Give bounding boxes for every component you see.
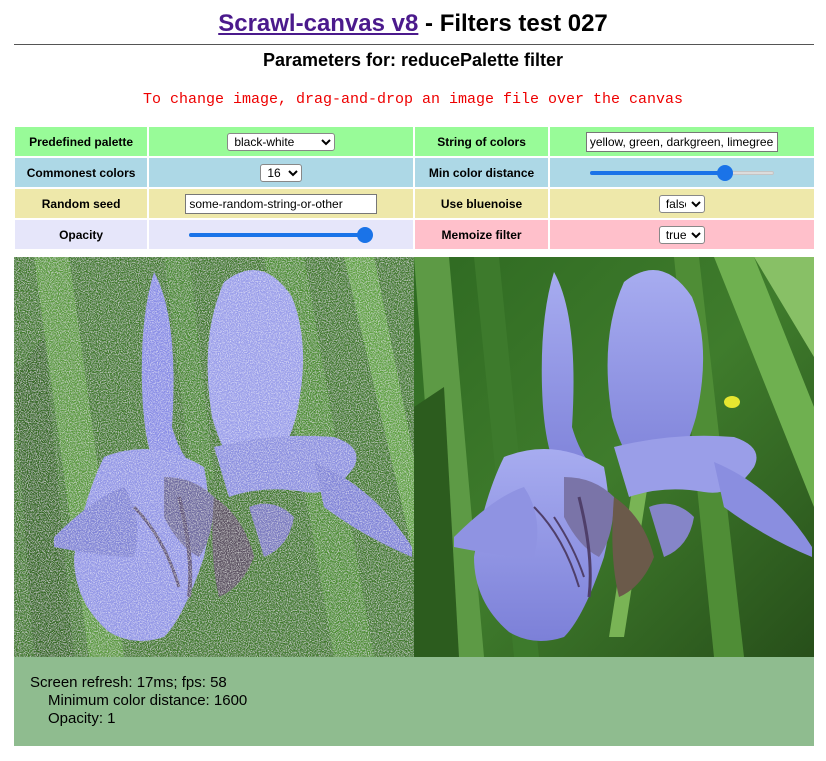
predefined-palette-cell: black-white: [149, 127, 414, 156]
filtered-iris-image: [14, 257, 414, 657]
opacity-label: Opacity: [15, 220, 148, 249]
string-of-colors-input[interactable]: [585, 131, 778, 152]
controls-table: Predefined palette black-white String of…: [13, 125, 816, 251]
memoize-filter-cell: true: [549, 220, 814, 249]
string-of-colors-cell: [549, 127, 814, 156]
controls-row: Opacity Memoize filter true: [15, 220, 814, 249]
memoize-filter-select[interactable]: true: [658, 225, 705, 244]
divider: [14, 44, 814, 45]
string-of-colors-label: String of colors: [415, 127, 548, 156]
random-seed-label: Random seed: [15, 189, 148, 218]
instruction-text: To change image, drag-and-drop an image …: [142, 91, 684, 108]
page-subtitle: Parameters for: reducePalette filter: [262, 50, 564, 70]
report-min-color-distance: Minimum color distance: 1600: [48, 692, 248, 709]
commonest-colors-label: Commonest colors: [15, 158, 148, 187]
slider-thumb[interactable]: [357, 226, 374, 243]
use-bluenoise-label: Use bluenoise: [415, 189, 548, 218]
opacity-slider[interactable]: [189, 226, 374, 243]
slider-fill: [189, 232, 366, 237]
home-link[interactable]: Scrawl-canvas v8: [218, 10, 419, 37]
source-image: [414, 257, 814, 657]
use-bluenoise-cell: false: [549, 189, 814, 218]
predefined-palette-select[interactable]: black-white: [227, 132, 336, 151]
filtered-image: [14, 257, 414, 657]
canvas[interactable]: [14, 257, 814, 657]
commonest-colors-select[interactable]: 16: [260, 163, 303, 182]
controls-row: Commonest colors 16 Min color distance: [15, 158, 814, 187]
report-panel: Screen refresh: 17ms; fps: 58 Minimum co…: [14, 657, 814, 746]
use-bluenoise-select[interactable]: false: [658, 194, 705, 213]
min-color-distance-slider[interactable]: [589, 164, 774, 181]
random-seed-cell: [149, 189, 414, 218]
slider-thumb[interactable]: [717, 164, 734, 181]
random-seed-input[interactable]: [185, 193, 378, 214]
commonest-colors-cell: 16: [149, 158, 414, 187]
predefined-palette-label: Predefined palette: [15, 127, 148, 156]
opacity-cell: [149, 220, 414, 249]
page-title-suffix: - Filters test 027: [418, 10, 608, 37]
source-iris-image: [414, 257, 814, 657]
min-color-distance-cell: [549, 158, 814, 187]
slider-fill: [589, 170, 726, 175]
memoize-filter-label: Memoize filter: [415, 220, 548, 249]
controls-row: Random seed Use bluenoise false: [15, 189, 814, 218]
report-refresh: Screen refresh: 17ms; fps: 58: [30, 674, 227, 691]
controls-row: Predefined palette black-white String of…: [15, 127, 814, 156]
min-color-distance-label: Min color distance: [415, 158, 548, 187]
report-opacity: Opacity: 1: [48, 710, 116, 727]
page-title: Scrawl-canvas v8 - Filters test 027: [0, 10, 826, 38]
